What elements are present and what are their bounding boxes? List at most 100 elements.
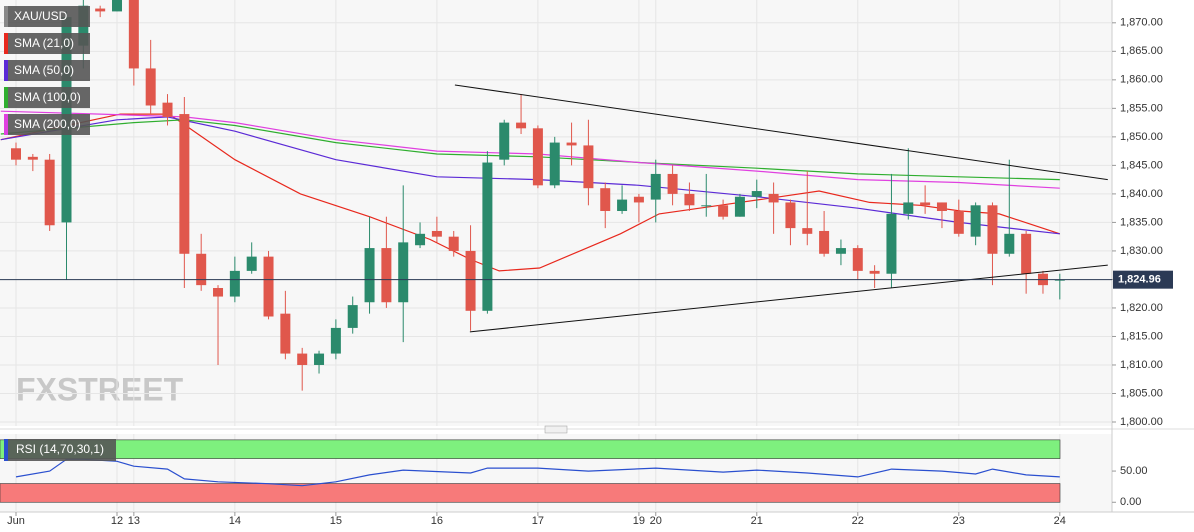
legend-box [4, 114, 90, 135]
price-panel [0, 0, 1112, 426]
rsi-line [15, 458, 1060, 487]
candle-body [95, 8, 106, 12]
y-tick-label: 1,870.00 [1120, 17, 1163, 29]
x-tick-label: 16 [431, 515, 443, 527]
candle-body [1004, 233, 1015, 254]
y-tick-label: 1,810.00 [1120, 359, 1163, 371]
candle-body [27, 156, 38, 160]
legend-label: SMA (200,0) [14, 117, 81, 131]
legend-box [4, 87, 90, 108]
candle-body [263, 256, 274, 317]
candle-body [835, 248, 846, 254]
legend-swatch [4, 87, 8, 108]
y-tick-label: 1,835.00 [1120, 216, 1163, 228]
candle-body [162, 102, 173, 117]
x-tick-label: 13 [128, 515, 140, 527]
y-tick-label: 1,855.00 [1120, 102, 1163, 114]
y-tick-label: 1,845.00 [1120, 159, 1163, 171]
candle-body [246, 256, 257, 271]
candle-body [314, 353, 325, 365]
x-tick-label: 22 [852, 515, 864, 527]
candle-body [566, 142, 577, 146]
candle-body [802, 228, 813, 234]
legend-swatch [4, 60, 8, 81]
legend-label: RSI (14,70,30,1) [16, 442, 104, 456]
candle-body [44, 159, 55, 226]
candle-body [196, 253, 207, 286]
candle-body [785, 202, 796, 229]
legend-label: XAU/USD [14, 9, 68, 23]
candle-body [516, 122, 527, 129]
candle-body [482, 162, 493, 311]
y-tick-label: 0.00 [1120, 496, 1141, 508]
candle-body [431, 230, 442, 237]
legend-box [4, 6, 90, 27]
legend-label: SMA (50,0) [14, 63, 74, 77]
y-tick-label: 1,850.00 [1120, 131, 1163, 143]
legend-swatch [4, 439, 8, 461]
candle-body [398, 242, 409, 303]
candle-body [953, 211, 964, 234]
legend-box [4, 60, 90, 81]
candle-body [718, 205, 729, 217]
y-tick-label: 1,815.00 [1120, 330, 1163, 342]
candle-body [869, 270, 880, 274]
candle-body [112, 0, 123, 12]
last-price-tag [1113, 270, 1173, 289]
candle-body [415, 233, 426, 246]
candle-body [465, 250, 476, 311]
x-tick-label: Jun [7, 515, 25, 527]
rsi-zone [0, 439, 1061, 459]
y-tick-label: 1,865.00 [1120, 45, 1163, 57]
candle-body [633, 196, 644, 203]
candle-body [364, 248, 375, 303]
x-tick-label: 12 [111, 515, 123, 527]
candle-body [549, 142, 560, 186]
legend-label: SMA (100,0) [14, 90, 81, 104]
x-tick-label: 24 [1054, 515, 1066, 527]
candle-body [145, 68, 156, 106]
x-tick-label: 19 [633, 515, 645, 527]
candle-body [532, 128, 543, 186]
y-tick-label: 1,860.00 [1120, 74, 1163, 86]
legend-swatch [4, 33, 8, 54]
candle-body [297, 353, 308, 365]
x-tick-label: 21 [751, 515, 763, 527]
candle-body [10, 148, 21, 160]
y-tick-label: 1,820.00 [1120, 302, 1163, 314]
y-tick-label: 50.00 [1120, 465, 1148, 477]
x-tick-label: 23 [953, 515, 965, 527]
candle-body [701, 205, 712, 207]
candle-body [852, 248, 863, 271]
candle-body [213, 287, 224, 297]
candle-body [734, 196, 745, 217]
candle-body [583, 145, 594, 189]
legend-box [4, 33, 90, 54]
candle-body [768, 193, 779, 203]
candle-body [886, 213, 897, 274]
candle-body [229, 270, 240, 297]
trendline [454, 84, 1108, 181]
candle-body [600, 188, 611, 212]
x-tick-label: 20 [650, 515, 662, 527]
rsi-zone [0, 483, 1061, 503]
candle-body [936, 202, 947, 212]
candle-body [499, 122, 510, 160]
sma-line [0, 113, 1060, 272]
candle-body [970, 205, 981, 237]
x-tick-label: 17 [532, 515, 544, 527]
candle-body [1021, 233, 1032, 274]
x-tick-label: 14 [229, 515, 241, 527]
candle-body [128, 0, 139, 69]
candle-body [667, 173, 678, 194]
candle-body [903, 202, 914, 214]
candle-body [381, 248, 392, 303]
candle-body [751, 191, 762, 197]
candle-body [347, 305, 358, 328]
last-price-label: 1,824.96 [1118, 274, 1161, 286]
candle-body [280, 313, 291, 354]
y-tick-label: 1,800.00 [1120, 416, 1163, 428]
resize-handle[interactable] [544, 425, 568, 434]
